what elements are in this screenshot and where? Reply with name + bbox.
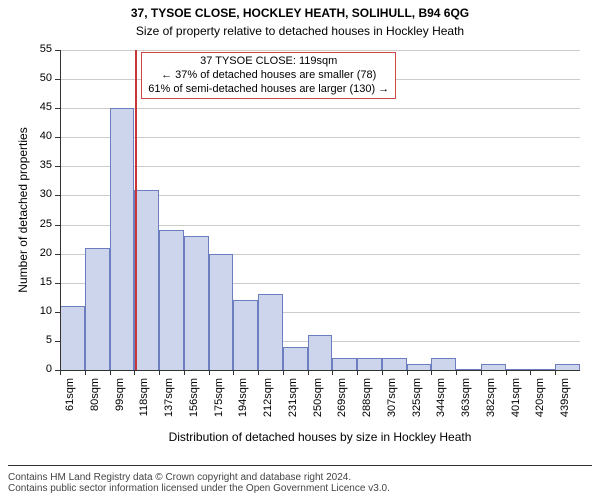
- y-tick-label: 10: [26, 305, 52, 317]
- y-axis-title: Number of detached properties: [16, 50, 30, 370]
- y-tick-label: 25: [26, 218, 52, 230]
- x-tick-label: 137sqm: [163, 378, 175, 438]
- x-tick-label: 156sqm: [188, 378, 200, 438]
- footer-attribution: Contains HM Land Registry data © Crown c…: [8, 465, 592, 500]
- y-tick-label: 50: [26, 72, 52, 84]
- x-tick-label: 231sqm: [287, 378, 299, 438]
- property-size-chart: 37, TYSOE CLOSE, HOCKLEY HEATH, SOLIHULL…: [0, 0, 600, 500]
- histogram-bar: [209, 254, 234, 370]
- histogram-bar: [134, 190, 159, 370]
- x-tick-label: 250sqm: [312, 378, 324, 438]
- y-tick-label: 40: [26, 130, 52, 142]
- histogram-bar: [233, 300, 258, 370]
- x-axis-line: [60, 370, 580, 371]
- x-tick-label: 363sqm: [460, 378, 472, 438]
- y-tick-label: 35: [26, 159, 52, 171]
- y-tick-label: 0: [26, 363, 52, 375]
- x-tick-label: 344sqm: [435, 378, 447, 438]
- chart-title-main: 37, TYSOE CLOSE, HOCKLEY HEATH, SOLIHULL…: [0, 6, 600, 20]
- annotation-callout: 37 TYSOE CLOSE: 119sqm← 37% of detached …: [141, 52, 396, 99]
- histogram-bar: [159, 230, 184, 370]
- x-tick-label: 382sqm: [485, 378, 497, 438]
- x-tick-label: 269sqm: [336, 378, 348, 438]
- x-axis-title: Distribution of detached houses by size …: [60, 430, 580, 444]
- histogram-bar: [382, 358, 407, 370]
- y-tick-label: 55: [26, 43, 52, 55]
- x-tick-label: 288sqm: [361, 378, 373, 438]
- annotation-marker-line: [135, 50, 137, 370]
- y-tick-label: 5: [26, 334, 52, 346]
- histogram-bar: [308, 335, 333, 370]
- histogram-bar: [357, 358, 382, 370]
- y-tick-label: 45: [26, 101, 52, 113]
- y-tick-label: 30: [26, 188, 52, 200]
- x-tick-label: 194sqm: [237, 378, 249, 438]
- histogram-bar: [283, 347, 308, 370]
- histogram-bar: [258, 294, 283, 370]
- x-tick-label: 212sqm: [262, 378, 274, 438]
- gridline: [60, 108, 580, 109]
- histogram-bar: [60, 306, 85, 370]
- annotation-line-3: 61% of semi-detached houses are larger (…: [148, 83, 389, 97]
- y-tick-label: 15: [26, 276, 52, 288]
- histogram-bar: [184, 236, 209, 370]
- x-tick-label: 307sqm: [386, 378, 398, 438]
- x-tick-label: 401sqm: [510, 378, 522, 438]
- y-tick-label: 20: [26, 247, 52, 259]
- gridline: [60, 137, 580, 138]
- x-tick-label: 118sqm: [138, 378, 150, 438]
- y-axis-line: [60, 50, 61, 370]
- footer-line-1: Contains HM Land Registry data © Crown c…: [8, 472, 592, 483]
- x-tick-label: 99sqm: [114, 378, 126, 438]
- x-tick-label: 61sqm: [64, 378, 76, 438]
- footer-line-2: Contains public sector information licen…: [8, 483, 592, 494]
- x-tick-label: 175sqm: [213, 378, 225, 438]
- plot-area: 37 TYSOE CLOSE: 119sqm← 37% of detached …: [60, 50, 580, 370]
- histogram-bar: [110, 108, 135, 370]
- histogram-bar: [431, 358, 456, 370]
- x-tick-label: 80sqm: [89, 378, 101, 438]
- histogram-bar: [85, 248, 110, 370]
- chart-title-sub: Size of property relative to detached ho…: [0, 24, 600, 38]
- annotation-line-2: ← 37% of detached houses are smaller (78…: [148, 69, 389, 83]
- annotation-line-1: 37 TYSOE CLOSE: 119sqm: [148, 55, 389, 69]
- histogram-bar: [332, 358, 357, 370]
- x-tick-label: 325sqm: [411, 378, 423, 438]
- gridline: [60, 166, 580, 167]
- x-tick-label: 420sqm: [534, 378, 546, 438]
- gridline: [60, 50, 580, 51]
- x-tick-label: 439sqm: [559, 378, 571, 438]
